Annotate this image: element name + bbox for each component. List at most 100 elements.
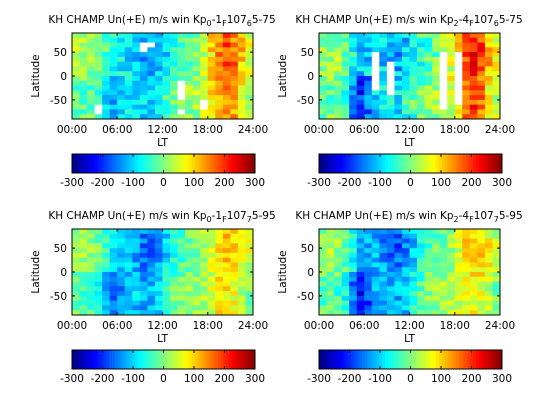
heatmap-cell <box>154 71 163 77</box>
heatmap-cell <box>245 238 254 244</box>
heatmap-cell <box>109 114 118 120</box>
heatmap-cell <box>492 272 501 278</box>
heatmap-cell <box>409 291 418 297</box>
colorbar-segment <box>80 154 84 173</box>
heatmap-cell <box>109 267 118 273</box>
heatmap-cell <box>162 233 171 239</box>
heatmap-cell <box>401 300 410 306</box>
heatmap-cell <box>356 42 365 48</box>
heatmap-cell <box>207 310 216 316</box>
colorbar-segment <box>459 154 463 173</box>
heatmap-cell <box>439 76 448 82</box>
heatmap-cell <box>154 52 163 58</box>
heatmap-cell <box>207 257 216 263</box>
heatmap-cell <box>87 229 96 235</box>
colorbar-segment <box>143 154 147 173</box>
heatmap-cell <box>371 248 380 254</box>
heatmap-cell <box>439 238 448 244</box>
heatmap-cell <box>230 262 239 268</box>
heatmap-cell <box>124 104 133 110</box>
colorbar-segment <box>381 350 386 369</box>
colorbar-segment <box>421 154 426 173</box>
heatmap-cell <box>341 310 350 316</box>
heatmap-cell <box>215 71 224 77</box>
heatmap-cell <box>462 305 471 311</box>
heatmap-cell <box>326 99 335 106</box>
heatmap-cell <box>109 310 118 316</box>
colorbar-segment <box>126 154 130 173</box>
heatmap-cell <box>349 257 358 263</box>
heatmap-cell <box>245 272 254 278</box>
heatmap-cell <box>170 47 178 53</box>
heatmap-cell <box>409 95 418 101</box>
heatmap-cell <box>215 300 224 306</box>
heatmap-cell <box>432 37 441 43</box>
heatmap-cell <box>222 276 231 282</box>
heatmap-cell <box>132 272 141 278</box>
heatmap-cell <box>364 267 373 273</box>
heatmap-cell <box>230 42 239 48</box>
heatmap-cell <box>109 95 118 101</box>
heatmap-cell <box>102 248 111 254</box>
heatmap-cell <box>72 95 80 101</box>
heatmap-cell <box>237 114 246 120</box>
colorbar-segment <box>226 350 230 369</box>
heatmap-cell <box>484 61 493 67</box>
colorbar-segment <box>94 154 99 173</box>
heatmap-cell <box>200 276 209 282</box>
heatmap-cell <box>139 114 148 120</box>
heatmap-cell <box>72 33 80 39</box>
heatmap-cell <box>424 33 433 39</box>
heatmap-cell <box>454 305 463 311</box>
heatmap-cell <box>454 90 463 96</box>
heatmap-cell <box>87 248 96 254</box>
heatmap-cell <box>245 85 254 91</box>
heatmap-cell <box>439 305 448 311</box>
heatmap-cell <box>469 248 478 254</box>
heatmap-cell <box>447 272 456 278</box>
heatmap-cell <box>185 272 194 278</box>
heatmap-cell <box>454 276 463 282</box>
heatmap-cell <box>237 76 246 82</box>
heatmap-cell <box>162 243 171 249</box>
heatmap-cell <box>87 281 96 287</box>
heatmap-cell <box>379 243 388 249</box>
heatmap-cell <box>356 252 365 259</box>
heatmap-cell <box>477 291 486 297</box>
heatmap-cell <box>207 262 216 268</box>
colorbar-segment <box>89 350 93 369</box>
colorbar-tick-label: -300 <box>307 177 331 189</box>
heatmap-cell <box>341 76 350 82</box>
colorbar-segment <box>209 154 213 173</box>
heatmap-cell <box>371 257 380 263</box>
colorbar-segment <box>341 350 346 369</box>
heatmap-cell <box>245 291 254 297</box>
heatmap-cell <box>237 66 246 72</box>
heatmap-cell <box>349 47 358 53</box>
heatmap-cell <box>102 104 111 110</box>
heatmap-cell <box>192 243 201 249</box>
heatmap-cell <box>237 99 246 106</box>
colorbar-segment <box>234 350 239 369</box>
heatmap-cell <box>371 243 380 249</box>
heatmap-panel-4: KH CHAMP Un(+E) m/s win Kp2-4F10775-9500… <box>277 210 523 385</box>
heatmap-cell <box>394 76 403 82</box>
heatmap-cell <box>215 291 224 297</box>
heatmap-cell <box>439 267 448 273</box>
heatmap-cell <box>215 233 224 239</box>
x-tick-label: 06:00 <box>349 320 379 332</box>
heatmap-cell <box>245 114 254 120</box>
heatmap-cell <box>230 85 239 91</box>
heatmap-cell <box>454 272 463 278</box>
heatmap-cell <box>162 71 171 77</box>
heatmap-cell <box>117 80 126 86</box>
heatmap-cell <box>454 262 463 268</box>
colorbar-segment <box>103 154 107 173</box>
heatmap-cell <box>200 286 209 292</box>
heatmap-cell <box>401 248 410 254</box>
heatmap-cell <box>222 262 231 268</box>
heatmap-cell <box>154 33 163 39</box>
heatmap-cell <box>462 248 471 254</box>
heatmap-cell <box>477 281 486 287</box>
heatmap-cell <box>364 90 373 96</box>
